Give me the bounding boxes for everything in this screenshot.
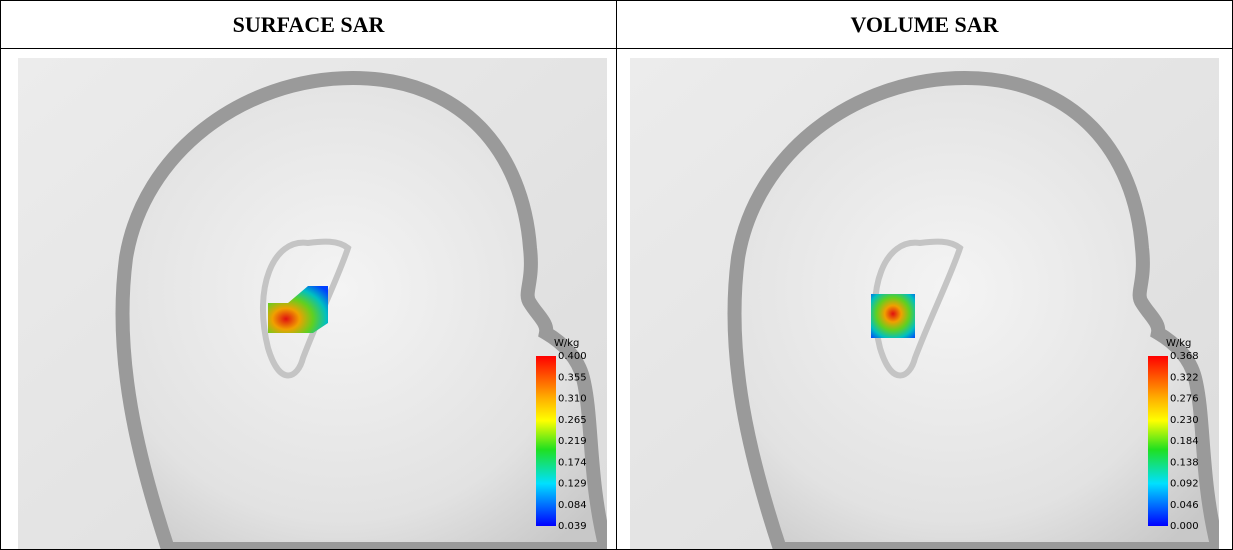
scale-label: 0.129 bbox=[558, 479, 587, 490]
scale-unit: W/kg bbox=[1166, 338, 1191, 349]
scale-label: 0.310 bbox=[558, 394, 587, 405]
panel-title: VOLUME SAR bbox=[616, 0, 1233, 49]
head-render: W/kg 0.400 0.355 0.310 0.265 0.219 0.174 0.129 0… bbox=[18, 58, 607, 549]
ear bbox=[871, 238, 964, 379]
scale-label: 0.322 bbox=[1170, 372, 1199, 383]
head bbox=[727, 70, 1219, 549]
scale-label: 0.355 bbox=[558, 372, 587, 383]
scale-label: 0.276 bbox=[1170, 394, 1199, 405]
scale-label: 0.230 bbox=[1170, 415, 1199, 426]
scale-label: 0.219 bbox=[558, 436, 587, 447]
scale-label: 0.092 bbox=[1170, 479, 1199, 490]
scale-label: 0.400 bbox=[558, 351, 587, 362]
panel-title: SURFACE SAR bbox=[0, 0, 617, 49]
image-cell: W/kg 0.400 0.355 0.310 0.265 0.219 0.174 0.129 0… bbox=[0, 48, 617, 550]
scale-unit: W/kg bbox=[554, 338, 579, 349]
scale-label: 0.138 bbox=[1170, 457, 1199, 468]
scale-label: 0.184 bbox=[1170, 436, 1199, 447]
image-cell: W/kg 0.368 0.322 0.276 0.230 0.184 0.138 0.092 0… bbox=[616, 48, 1233, 550]
header-row: SURFACE SAR VOLUME SAR bbox=[0, 0, 1233, 49]
scale-label: 0.046 bbox=[1170, 500, 1199, 511]
color-bar bbox=[536, 356, 556, 526]
scale-label: 0.174 bbox=[558, 457, 587, 468]
scale-label: 0.084 bbox=[558, 500, 587, 511]
head-render: W/kg 0.368 0.322 0.276 0.230 0.184 0.138 0.092 0… bbox=[630, 58, 1219, 549]
scale-label: 0.368 bbox=[1170, 351, 1199, 362]
scale-label: 0.000 bbox=[1170, 521, 1199, 532]
sar-patch bbox=[871, 294, 915, 338]
scale-label: 0.039 bbox=[558, 521, 587, 532]
ear bbox=[259, 238, 352, 379]
color-bar bbox=[1148, 356, 1168, 526]
scale-label: 0.265 bbox=[558, 415, 587, 426]
image-row: W/kg 0.400 0.355 0.310 0.265 0.219 0.174 0.129 0… bbox=[0, 48, 1233, 550]
sar-patch bbox=[268, 286, 328, 333]
head bbox=[115, 70, 607, 549]
